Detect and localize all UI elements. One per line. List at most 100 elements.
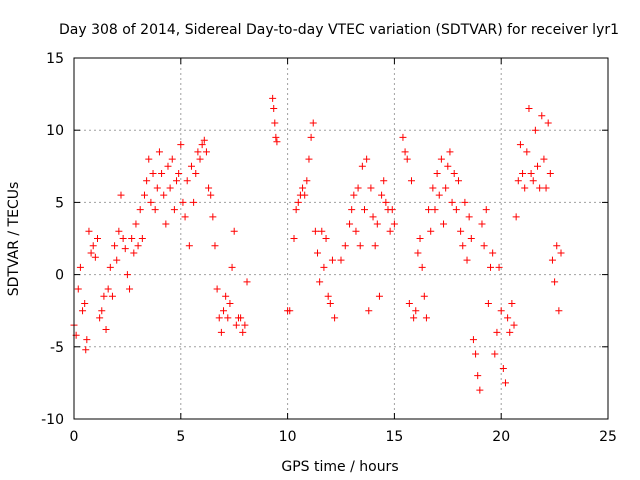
data-point xyxy=(320,263,328,271)
data-point xyxy=(401,148,409,156)
data-point xyxy=(121,245,129,253)
data-point xyxy=(369,213,377,221)
data-point xyxy=(213,285,221,293)
data-point xyxy=(410,314,418,322)
data-point xyxy=(239,328,247,336)
data-point xyxy=(136,206,144,214)
data-point xyxy=(160,191,168,199)
data-point xyxy=(177,141,185,149)
data-point xyxy=(435,191,443,199)
data-point xyxy=(414,249,422,257)
data-point xyxy=(76,263,84,271)
data-point xyxy=(324,292,332,300)
data-point xyxy=(74,285,82,293)
data-point xyxy=(305,155,313,163)
data-point xyxy=(128,235,136,242)
data-point xyxy=(269,94,277,102)
data-point xyxy=(309,119,317,127)
y-tick-label: 10 xyxy=(46,123,64,139)
data-point xyxy=(93,235,101,242)
data-point xyxy=(450,170,458,178)
data-point xyxy=(422,314,430,322)
data-point xyxy=(307,133,315,141)
grid xyxy=(74,58,608,419)
data-point xyxy=(427,227,435,235)
data-point xyxy=(190,198,198,206)
data-point xyxy=(89,242,97,250)
data-point xyxy=(301,191,309,199)
data-point xyxy=(145,155,153,163)
data-point xyxy=(149,170,157,178)
data-point xyxy=(173,177,181,185)
data-point xyxy=(117,191,125,199)
data-point xyxy=(442,184,450,192)
data-point xyxy=(168,155,176,163)
data-point xyxy=(192,170,200,178)
data-point xyxy=(123,271,131,279)
data-point xyxy=(491,350,499,358)
data-point xyxy=(452,206,460,214)
data-point xyxy=(341,242,349,250)
data-point xyxy=(472,350,480,358)
data-point xyxy=(416,235,424,242)
data-point xyxy=(96,314,104,322)
data-point xyxy=(380,177,388,185)
data-point xyxy=(140,191,148,199)
data-point xyxy=(478,220,486,228)
data-point xyxy=(337,256,345,264)
data-point xyxy=(79,307,87,315)
data-point xyxy=(111,242,119,250)
data-point xyxy=(222,292,230,300)
data-point xyxy=(126,285,134,293)
data-point xyxy=(185,242,193,250)
data-point xyxy=(198,141,206,149)
data-point xyxy=(294,198,302,206)
data-point xyxy=(328,256,336,264)
data-point xyxy=(273,138,281,146)
data-point xyxy=(555,307,563,315)
data-point xyxy=(512,213,520,221)
data-point xyxy=(162,220,170,228)
data-point xyxy=(538,112,546,120)
data-point xyxy=(373,220,381,228)
data-point xyxy=(444,162,452,170)
data-point xyxy=(510,321,518,329)
chart-title: Day 308 of 2014, Sidereal Day-to-day VTE… xyxy=(59,22,619,38)
data-point xyxy=(358,162,366,170)
data-point xyxy=(115,227,123,235)
data-point xyxy=(91,253,99,261)
data-point xyxy=(215,314,223,322)
data-point xyxy=(292,206,300,214)
data-point xyxy=(106,263,114,271)
data-point xyxy=(484,299,492,307)
data-point xyxy=(461,198,469,206)
data-point xyxy=(85,227,93,235)
data-point xyxy=(448,198,456,206)
data-point xyxy=(474,372,482,380)
data-point xyxy=(534,162,542,170)
data-point xyxy=(82,346,90,354)
data-point xyxy=(363,155,371,163)
data-point xyxy=(147,198,155,206)
data-point xyxy=(237,314,245,322)
data-point xyxy=(230,227,238,235)
data-point xyxy=(425,206,433,214)
data-point xyxy=(352,227,360,235)
data-point xyxy=(102,325,110,333)
data-point xyxy=(465,213,473,221)
data-point xyxy=(228,263,236,271)
data-point xyxy=(205,184,213,192)
data-point xyxy=(371,242,379,250)
data-point xyxy=(108,292,116,300)
data-point xyxy=(459,242,467,250)
data-point xyxy=(202,148,210,156)
data-point xyxy=(164,162,172,170)
data-point xyxy=(446,148,454,156)
data-point xyxy=(119,235,127,242)
data-point xyxy=(454,177,462,185)
data-point xyxy=(514,177,522,185)
data-point xyxy=(311,227,319,235)
data-point xyxy=(113,256,121,264)
data-point xyxy=(469,336,477,344)
data-point xyxy=(463,256,471,264)
